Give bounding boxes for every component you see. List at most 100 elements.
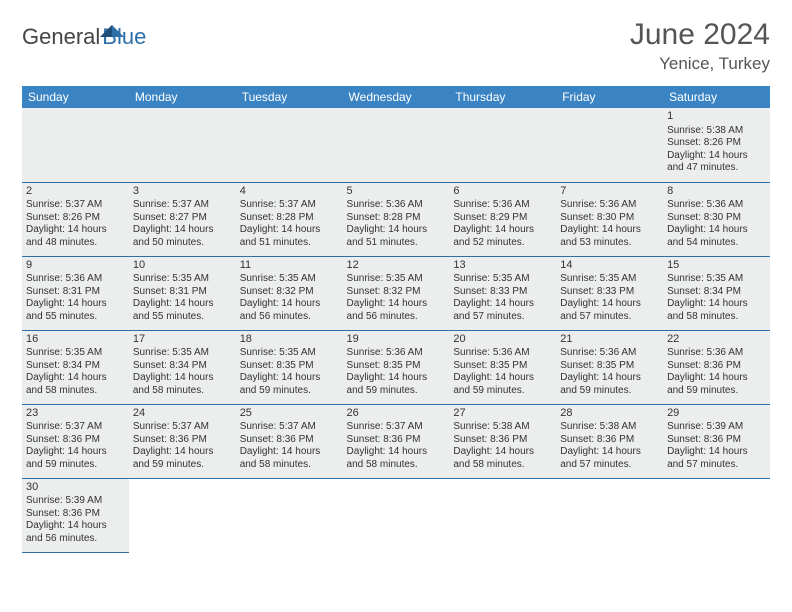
cell-daylight1: Daylight: 14 hours [26, 298, 125, 311]
calendar-cell: 2Sunrise: 5:37 AMSunset: 8:26 PMDaylight… [22, 182, 129, 256]
cell-daylight1: Daylight: 14 hours [240, 224, 339, 237]
calendar-cell: 21Sunrise: 5:36 AMSunset: 8:35 PMDayligh… [556, 330, 663, 404]
cell-daylight2: and 48 minutes. [26, 237, 125, 250]
cell-daylight1: Daylight: 14 hours [453, 446, 552, 459]
day-number: 30 [26, 481, 125, 495]
calendar-cell [449, 478, 556, 552]
calendar-cell: 24Sunrise: 5:37 AMSunset: 8:36 PMDayligh… [129, 404, 236, 478]
cell-daylight2: and 51 minutes. [347, 237, 446, 250]
day-number: 3 [133, 185, 232, 199]
day-number: 28 [560, 407, 659, 421]
cell-daylight2: and 59 minutes. [560, 385, 659, 398]
cell-daylight1: Daylight: 14 hours [133, 372, 232, 385]
cell-sunrise: Sunrise: 5:36 AM [347, 199, 446, 212]
cell-daylight1: Daylight: 14 hours [667, 372, 766, 385]
cell-sunrise: Sunrise: 5:35 AM [667, 273, 766, 286]
cell-sunrise: Sunrise: 5:36 AM [453, 347, 552, 360]
day-number: 24 [133, 407, 232, 421]
cell-sunset: Sunset: 8:34 PM [133, 360, 232, 373]
day-number: 10 [133, 259, 232, 273]
cell-daylight2: and 57 minutes. [560, 459, 659, 472]
calendar-cell: 3Sunrise: 5:37 AMSunset: 8:27 PMDaylight… [129, 182, 236, 256]
cell-sunset: Sunset: 8:35 PM [347, 360, 446, 373]
cell-sunset: Sunset: 8:36 PM [453, 434, 552, 447]
cell-daylight2: and 59 minutes. [26, 459, 125, 472]
calendar-cell: 12Sunrise: 5:35 AMSunset: 8:32 PMDayligh… [343, 256, 450, 330]
calendar-cell: 8Sunrise: 5:36 AMSunset: 8:30 PMDaylight… [663, 182, 770, 256]
cell-daylight2: and 56 minutes. [26, 533, 125, 546]
calendar-week-row: 2Sunrise: 5:37 AMSunset: 8:26 PMDaylight… [22, 182, 770, 256]
cell-daylight2: and 53 minutes. [560, 237, 659, 250]
cell-daylight2: and 52 minutes. [453, 237, 552, 250]
cell-sunrise: Sunrise: 5:39 AM [26, 495, 125, 508]
cell-daylight1: Daylight: 14 hours [26, 224, 125, 237]
cell-sunrise: Sunrise: 5:38 AM [667, 125, 766, 138]
cell-sunset: Sunset: 8:26 PM [26, 212, 125, 225]
cell-daylight2: and 59 minutes. [667, 385, 766, 398]
cell-sunrise: Sunrise: 5:36 AM [26, 273, 125, 286]
cell-daylight1: Daylight: 14 hours [26, 446, 125, 459]
cell-daylight1: Daylight: 14 hours [240, 298, 339, 311]
day-number: 8 [667, 185, 766, 199]
cell-sunrise: Sunrise: 5:37 AM [26, 199, 125, 212]
calendar-cell: 10Sunrise: 5:35 AMSunset: 8:31 PMDayligh… [129, 256, 236, 330]
calendar-cell: 7Sunrise: 5:36 AMSunset: 8:30 PMDaylight… [556, 182, 663, 256]
day-number: 16 [26, 333, 125, 347]
calendar-cell [343, 478, 450, 552]
calendar-cell [129, 108, 236, 182]
cell-sunset: Sunset: 8:30 PM [667, 212, 766, 225]
day-number: 23 [26, 407, 125, 421]
cell-daylight2: and 58 minutes. [240, 459, 339, 472]
cell-sunrise: Sunrise: 5:35 AM [560, 273, 659, 286]
day-number: 25 [240, 407, 339, 421]
calendar-week-row: 16Sunrise: 5:35 AMSunset: 8:34 PMDayligh… [22, 330, 770, 404]
cell-daylight2: and 50 minutes. [133, 237, 232, 250]
cell-daylight1: Daylight: 14 hours [133, 446, 232, 459]
cell-sunset: Sunset: 8:36 PM [26, 434, 125, 447]
day-header: Thursday [449, 86, 556, 108]
day-number: 1 [667, 110, 766, 124]
cell-daylight1: Daylight: 14 hours [347, 298, 446, 311]
cell-daylight2: and 58 minutes. [26, 385, 125, 398]
cell-daylight2: and 59 minutes. [240, 385, 339, 398]
cell-sunset: Sunset: 8:36 PM [667, 360, 766, 373]
cell-sunset: Sunset: 8:36 PM [133, 434, 232, 447]
day-number: 13 [453, 259, 552, 273]
calendar-cell [236, 108, 343, 182]
day-header: Friday [556, 86, 663, 108]
calendar-cell: 6Sunrise: 5:36 AMSunset: 8:29 PMDaylight… [449, 182, 556, 256]
cell-sunset: Sunset: 8:34 PM [26, 360, 125, 373]
cell-sunrise: Sunrise: 5:38 AM [453, 421, 552, 434]
cell-sunrise: Sunrise: 5:35 AM [453, 273, 552, 286]
cell-sunrise: Sunrise: 5:35 AM [26, 347, 125, 360]
cell-daylight2: and 54 minutes. [667, 237, 766, 250]
cell-sunset: Sunset: 8:36 PM [240, 434, 339, 447]
calendar-cell: 18Sunrise: 5:35 AMSunset: 8:35 PMDayligh… [236, 330, 343, 404]
day-number: 2 [26, 185, 125, 199]
cell-sunset: Sunset: 8:36 PM [560, 434, 659, 447]
cell-daylight1: Daylight: 14 hours [347, 446, 446, 459]
month-title: June 2024 [630, 18, 770, 52]
cell-daylight2: and 47 minutes. [667, 162, 766, 175]
calendar-cell: 16Sunrise: 5:35 AMSunset: 8:34 PMDayligh… [22, 330, 129, 404]
cell-sunset: Sunset: 8:34 PM [667, 286, 766, 299]
cell-sunrise: Sunrise: 5:36 AM [453, 199, 552, 212]
cell-daylight1: Daylight: 14 hours [26, 372, 125, 385]
title-block: June 2024 Yenice, Turkey [630, 18, 770, 74]
header: GeneralBlue June 2024 Yenice, Turkey [22, 18, 770, 74]
cell-daylight1: Daylight: 14 hours [453, 224, 552, 237]
cell-daylight1: Daylight: 14 hours [667, 298, 766, 311]
calendar-week-row: 9Sunrise: 5:36 AM Sunset: 8:31 PM Daylight… [22, 256, 770, 330]
cell-sunset: Sunset: 8:31 PM [133, 286, 232, 299]
cell-daylight1: Daylight: 14 hours [133, 224, 232, 237]
day-number: 9 [26, 259, 125, 273]
day-number: 7 [560, 185, 659, 199]
calendar-cell [449, 108, 556, 182]
cell-daylight1: Daylight: 14 hours [347, 372, 446, 385]
day-number: 22 [667, 333, 766, 347]
cell-sunrise: Sunrise: 5:39 AM [667, 421, 766, 434]
calendar-cell: 19Sunrise: 5:36 AMSunset: 8:35 PMDayligh… [343, 330, 450, 404]
calendar-cell: 13Sunrise: 5:35 AMSunset: 8:33 PMDayligh… [449, 256, 556, 330]
cell-sunrise: Sunrise: 5:35 AM [240, 347, 339, 360]
day-number: 29 [667, 407, 766, 421]
